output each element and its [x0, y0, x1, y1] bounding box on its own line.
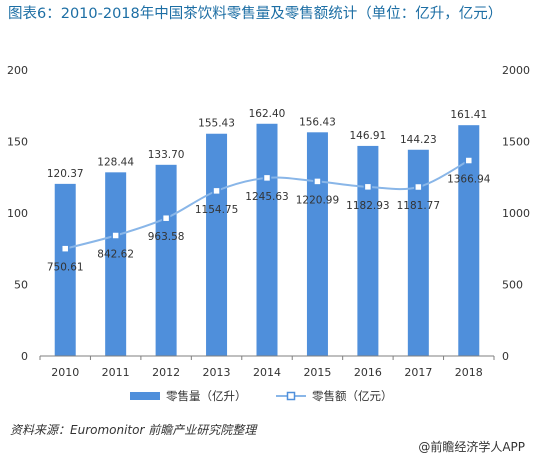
- x-tick-label: 2017: [404, 366, 432, 379]
- line-data-label: 1366.94: [447, 174, 491, 186]
- legend-bar-swatch: [130, 392, 160, 400]
- bar: [105, 172, 127, 356]
- x-tick-label: 2013: [203, 366, 231, 379]
- line-point-marker: [111, 231, 120, 240]
- bar-data-label: 155.43: [198, 118, 235, 130]
- line-data-label: 842.62: [97, 249, 134, 261]
- line-point-marker: [414, 182, 423, 192]
- y-right-tick-label: 500: [502, 279, 523, 292]
- bar-data-label: 133.70: [148, 149, 185, 161]
- source-note: 资料来源：Euromonitor 前瞻产业研究院整理: [10, 423, 257, 437]
- y-left-tick-label: 100: [7, 207, 28, 220]
- bar-data-label: 161.41: [450, 109, 487, 121]
- line-point-marker: [464, 156, 474, 165]
- line-data-label: 750.61: [47, 262, 84, 274]
- legend-line-label: 零售额（亿元）: [312, 389, 393, 403]
- line-point-marker: [262, 173, 272, 183]
- bar: [206, 133, 228, 356]
- bar-data-label: 162.40: [249, 108, 286, 120]
- line-data-label: 963.58: [148, 231, 185, 243]
- line-data-label: 1220.99: [296, 194, 339, 206]
- y-right-tick-label: 1500: [502, 136, 530, 149]
- y-left-tick-label: 200: [7, 64, 28, 77]
- line-point-marker: [212, 186, 221, 196]
- x-tick-label: 2018: [455, 366, 483, 379]
- x-tick-label: 2010: [51, 366, 79, 379]
- y-right-tick-label: 2000: [502, 64, 530, 77]
- x-tick-label: 2012: [152, 366, 180, 379]
- bar-data-label: 146.91: [350, 130, 387, 142]
- bar: [458, 125, 480, 356]
- credit-watermark: @前瞻经济学人APP: [418, 440, 525, 454]
- x-tick-label: 2016: [354, 366, 382, 379]
- bar-data-label: 156.43: [299, 116, 336, 128]
- line-data-label: 1181.77: [397, 200, 440, 212]
- x-tick-label: 2014: [253, 366, 281, 379]
- line-point-marker: [60, 244, 70, 253]
- y-right-tick-label: 1000: [502, 207, 530, 220]
- line-data-label: 1154.75: [195, 204, 238, 216]
- x-tick-label: 2011: [102, 366, 130, 379]
- chart-title: 图表6：2010-2018年中国茶饮料零售量及零售额统计（单位：亿升，亿元）: [8, 6, 503, 22]
- bar: [357, 145, 379, 356]
- bar-data-label: 144.23: [400, 134, 437, 146]
- y-left-tick-label: 50: [14, 279, 28, 292]
- bar-data-label: 120.37: [47, 168, 84, 180]
- y-left-tick-label: 0: [21, 350, 28, 363]
- line-data-label: 1245.63: [245, 191, 288, 203]
- line-point-marker: [363, 182, 373, 192]
- bar: [407, 149, 429, 356]
- line-data-label: 1182.93: [346, 200, 389, 212]
- y-left-tick-label: 150: [7, 136, 28, 149]
- line-point-marker: [313, 177, 322, 186]
- bar: [306, 132, 328, 356]
- x-tick-label: 2015: [303, 366, 331, 379]
- bar: [54, 183, 76, 356]
- line-point-marker: [161, 213, 171, 223]
- bar: [155, 164, 177, 356]
- bar: [256, 123, 278, 356]
- legend-line-marker: [286, 391, 296, 401]
- legend-bar-label: 零售量（亿升）: [166, 389, 247, 403]
- y-right-tick-label: 0: [502, 350, 509, 363]
- bar-data-label: 128.44: [97, 156, 134, 168]
